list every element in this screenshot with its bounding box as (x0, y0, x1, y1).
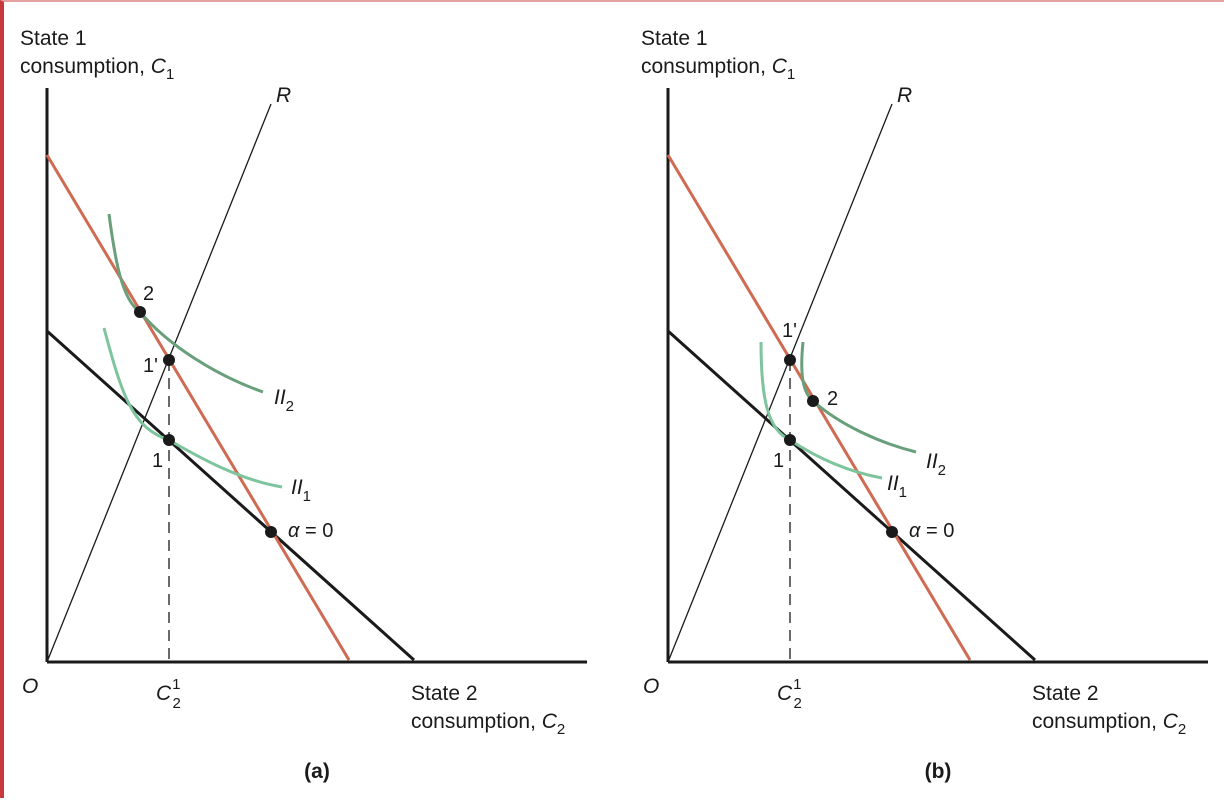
panel-a-tick-label: C1 2 (156, 676, 181, 712)
panel-a-curve-ii2-label: II2 (274, 386, 294, 415)
panel-b-ray-r (667, 103, 893, 663)
panel-b-y-label-line1: State 1 (641, 27, 708, 50)
panel-a-point-1prime-label: 1' (143, 355, 158, 377)
panel-a-point-alpha-zero (265, 526, 277, 538)
panel-b-ray-label: R (897, 84, 912, 107)
panel-b-point-1prime (784, 354, 796, 366)
panel-b-origin-label: O (643, 675, 659, 698)
panel-a-budget-line (45, 329, 416, 662)
panel-b-caption: (b) (925, 760, 952, 783)
panel-b-curve-ii1-label: II1 (887, 472, 907, 501)
panel-b-point-1-label: 1 (773, 450, 784, 472)
panel-a-x-label-line2: consumption, C2 (411, 710, 565, 738)
panel-b-tick-label: C1 2 (777, 676, 802, 712)
panel-a-alpha-label: α = 0 (288, 520, 333, 542)
panel-a-point-2 (134, 306, 146, 318)
panel-b-y-label-line2: consumption, C1 (641, 55, 795, 83)
panel-a-point-2-label: 2 (143, 283, 154, 305)
panel-a-curve-ii1-label: II1 (291, 476, 311, 505)
panel-a-point-1 (163, 434, 175, 446)
panel-b-curve-ii2-label: II2 (926, 450, 946, 479)
panel-b-point-1prime-label: 1' (782, 320, 797, 342)
panel-a-ray-r (46, 103, 272, 663)
panel-b-point-1 (784, 434, 796, 446)
panel-b-alpha-label: α = 0 (909, 520, 954, 542)
panel-a-x-label-line1: State 2 (411, 682, 478, 705)
panel-a-price-line (45, 154, 351, 661)
panel-a-origin-label: O (22, 675, 38, 698)
panel-b-budget-line (666, 329, 1037, 662)
panel-a: State 1 consumption, C1 R O C1 2 State 2 … (20, 27, 587, 783)
panel-a-y-label-line2: consumption, C1 (20, 55, 174, 83)
panel-a-point-1prime (163, 354, 175, 366)
panel-b: State 1 consumption, C1 R O C1 2 State 2 … (641, 27, 1208, 783)
panel-b-x-label-line2: consumption, C2 (1032, 710, 1186, 738)
panel-b-point-2-label: 2 (827, 388, 838, 410)
panel-a-y-label-line1: State 1 (20, 27, 87, 50)
panel-b-indifference-curve-ii2 (800, 341, 917, 454)
panel-b-x-label-line1: State 2 (1032, 682, 1099, 705)
panel-a-caption: (a) (304, 760, 330, 783)
panel-b-point-alpha-zero (886, 526, 898, 538)
panel-a-indifference-curve-ii2 (107, 213, 264, 394)
panel-b-point-2 (807, 395, 819, 407)
panel-a-ray-label: R (276, 84, 291, 107)
panel-a-point-1-label: 1 (152, 450, 163, 472)
